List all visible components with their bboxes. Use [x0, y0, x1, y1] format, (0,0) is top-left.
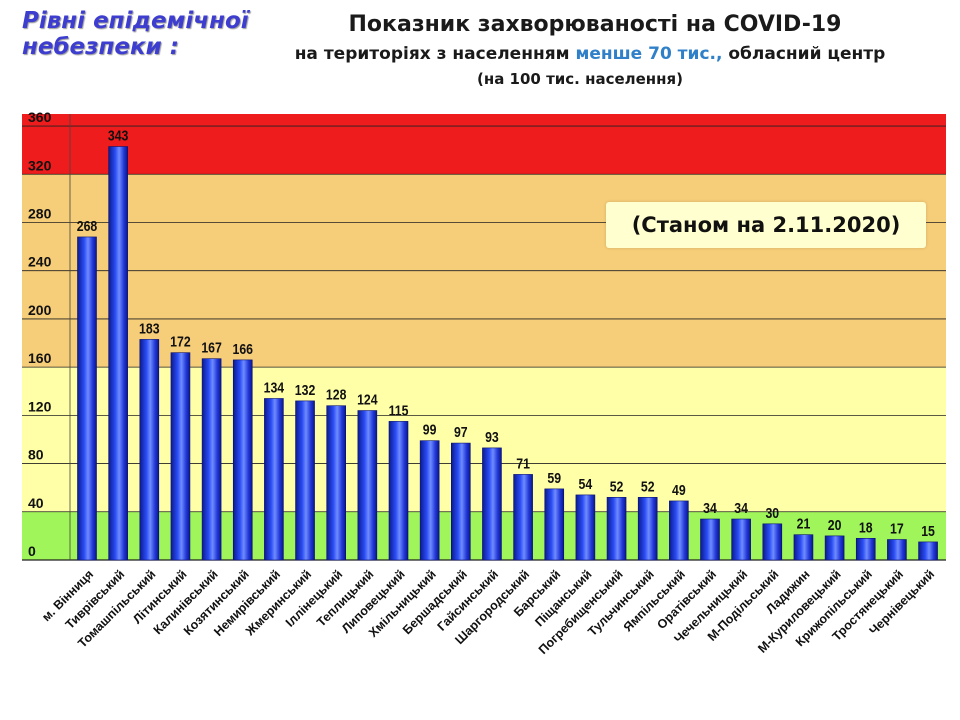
risk-zone-3	[22, 114, 946, 175]
data-label: 49	[672, 482, 686, 498]
data-label: 34	[703, 500, 717, 516]
chart-units: (на 100 тис. населення)	[476, 70, 684, 88]
bar	[295, 400, 315, 561]
y-tick-label: 320	[28, 157, 52, 173]
data-label: 52	[641, 478, 655, 494]
bar	[700, 518, 720, 561]
y-tick-label: 360	[28, 109, 52, 125]
y-axis: 0 40 80 120 160 200 240 280 320 360	[28, 109, 52, 559]
y-tick-label: 40	[28, 495, 44, 511]
bar	[731, 518, 751, 561]
bar	[232, 359, 253, 561]
subtitle-highlight: менше 70 тис.,	[575, 44, 723, 64]
bar	[824, 535, 845, 561]
data-label: 97	[454, 424, 468, 440]
bar	[855, 538, 876, 561]
y-tick-label: 120	[28, 398, 52, 414]
data-label: 71	[516, 455, 530, 471]
bar	[544, 488, 565, 561]
bar	[450, 442, 471, 561]
bar	[419, 440, 440, 561]
subtitle-prefix: на територіях з населенням	[294, 44, 576, 64]
bar	[326, 405, 347, 561]
bar	[139, 339, 160, 561]
bar	[482, 447, 502, 561]
data-label: 30	[765, 505, 779, 521]
bar	[918, 541, 938, 561]
bar	[357, 410, 378, 561]
bar	[762, 523, 783, 561]
data-label: 17	[890, 520, 904, 536]
data-label: 34	[734, 500, 748, 516]
bar	[669, 500, 689, 561]
data-label: 21	[797, 516, 811, 532]
data-label: 59	[547, 470, 561, 486]
bar	[887, 539, 907, 561]
bar	[575, 494, 596, 561]
data-label: 15	[921, 523, 935, 539]
data-label: 343	[108, 127, 129, 143]
data-label: 18	[859, 519, 873, 535]
y-tick-label: 200	[28, 302, 52, 318]
data-label: 172	[170, 334, 191, 350]
bar	[201, 358, 222, 561]
data-label: 268	[77, 218, 98, 234]
bar	[637, 497, 658, 561]
bar	[264, 398, 284, 561]
chart-subtitle: на територіях з населенням менше 70 тис.…	[230, 44, 950, 64]
data-label: 124	[357, 391, 378, 407]
bars	[77, 146, 938, 561]
data-label: 166	[232, 341, 253, 357]
bar	[513, 474, 533, 561]
bar	[170, 352, 191, 561]
bar	[793, 534, 814, 561]
bar	[77, 236, 97, 561]
date-label: (Станом на 2.11.2020)	[606, 202, 926, 248]
data-label: 52	[610, 478, 624, 494]
x-axis-labels: м. ВінницяТиврівськийТомашпільськийЛітин…	[39, 567, 937, 657]
bar	[388, 421, 409, 561]
y-tick-label: 240	[28, 254, 52, 270]
y-tick-label: 160	[28, 350, 52, 366]
value-labels: 268 343 183 172 167 166 134 132 128 124 115 99 97 93 7…	[77, 127, 935, 539]
data-label: 132	[295, 382, 316, 398]
data-label: 99	[423, 422, 437, 438]
data-label: 20	[828, 517, 842, 533]
y-tick-label: 280	[28, 205, 52, 221]
data-label: 54	[579, 476, 593, 492]
data-label: 167	[201, 340, 222, 356]
data-label: 134	[264, 379, 285, 395]
bar	[606, 497, 627, 561]
chart-title: Показник захворюваності на COVID-19	[348, 12, 842, 37]
subtitle-suffix: обласний центр	[722, 44, 886, 64]
bar	[108, 146, 128, 561]
data-label: 183	[139, 320, 160, 336]
data-label: 128	[326, 387, 347, 403]
y-tick-label: 0	[28, 543, 36, 559]
y-tick-label: 80	[28, 447, 44, 463]
epidemic-levels-title: Рівні епідемічної небезпеки :	[22, 8, 249, 60]
data-label: 93	[485, 429, 499, 445]
data-label: 115	[389, 402, 409, 418]
